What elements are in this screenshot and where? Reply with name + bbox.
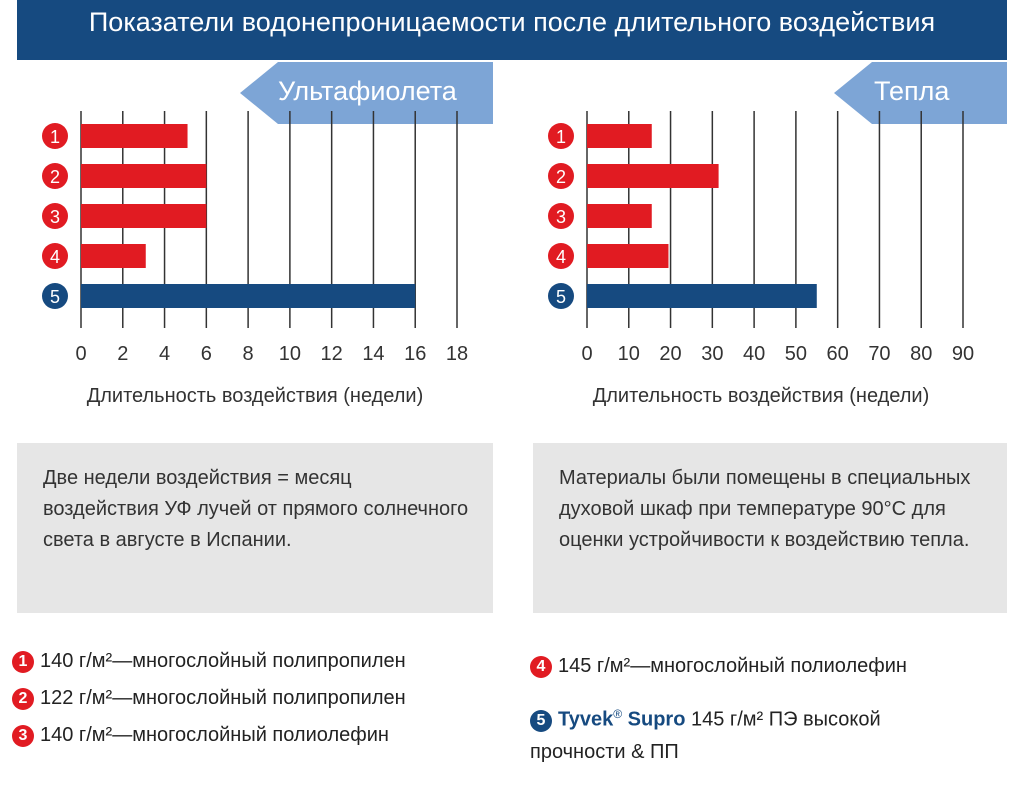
badge-3: 3 — [12, 725, 34, 747]
category-label: 4 — [556, 247, 566, 267]
category-label: 2 — [50, 167, 60, 187]
x-tick-label: 40 — [743, 343, 765, 365]
x-tick-label: 0 — [75, 343, 86, 365]
category-badge — [42, 283, 68, 309]
legend-item-1: 1 140 г/м²—многослойный полипропилен — [12, 649, 406, 673]
uv-note: Две недели воздействия = месяц воздейств… — [17, 443, 493, 613]
category-badge — [548, 163, 574, 189]
bar-2 — [81, 164, 207, 188]
legend-item-3: 3 140 г/м²—многослойный полиолефин — [12, 723, 389, 747]
x-tick-label: 10 — [279, 343, 301, 365]
x-tick-label: 70 — [868, 343, 890, 365]
legend-text: 122 г/м²—многослойный полипропилен — [40, 687, 406, 709]
page-title: Показатели водонепроницаемости после дли… — [17, 0, 1007, 60]
legend-item-5: 5 Tyvek® Supro 145 г/м² ПЭ высокой прочно… — [530, 698, 970, 768]
bar-4 — [81, 244, 146, 268]
heat-note: Материалы были помещены в специальных ду… — [533, 443, 1007, 613]
x-tick-label: 12 — [321, 343, 343, 365]
x-tick-label: 18 — [446, 343, 468, 365]
uv-chart-tab: Ультафиолета — [240, 62, 493, 124]
category-label: 5 — [50, 287, 60, 307]
legend-text: 140 г/м²—многослойный полипропилен — [40, 650, 406, 672]
bar-3 — [81, 204, 207, 228]
category-label: 3 — [50, 207, 60, 227]
badge-1: 1 — [12, 651, 34, 673]
bar-5 — [587, 284, 817, 308]
x-tick-label: 80 — [910, 343, 932, 365]
x-axis-label: Длительность воздействия (недели) — [87, 385, 424, 407]
x-tick-label: 8 — [243, 343, 254, 365]
legend-item-2: 2 122 г/м²—многослойный полипропилен — [12, 686, 406, 710]
legend-item-4: 4 145 г/м²—многослойный полиолефин — [530, 654, 907, 678]
category-badge — [548, 243, 574, 269]
bar-3 — [587, 204, 652, 228]
x-axis-label: Длительность воздействия (недели) — [593, 385, 930, 407]
badge-4: 4 — [530, 656, 552, 678]
category-label: 2 — [556, 167, 566, 187]
category-badge — [42, 203, 68, 229]
x-tick-label: 16 — [404, 343, 426, 365]
legend-text: 145 г/м² ПЭ высокой прочности & ПП — [530, 708, 881, 763]
registered-mark: ® — [613, 707, 623, 721]
legend-text: 145 г/м²—многослойный полиолефин — [558, 655, 907, 677]
x-tick-label: 60 — [827, 343, 849, 365]
category-badge — [42, 243, 68, 269]
bar-5 — [81, 284, 416, 308]
x-tick-label: 30 — [701, 343, 723, 365]
heat-bar-chart: 0 10 20 30 40 50 60 70 80 90 Длительность воздейст… — [548, 111, 974, 407]
bar-4 — [587, 244, 669, 268]
x-tick-label: 4 — [159, 343, 170, 365]
category-label: 1 — [556, 127, 566, 147]
category-badge — [42, 123, 68, 149]
x-tick-label: 2 — [117, 343, 128, 365]
category-badge — [548, 123, 574, 149]
x-tick-label: 0 — [581, 343, 592, 365]
legend-text: 140 г/м²—многослойный полиолефин — [40, 724, 389, 746]
x-tick-label: 6 — [201, 343, 212, 365]
bar-2 — [587, 164, 719, 188]
category-badge — [42, 163, 68, 189]
badge-2: 2 — [12, 688, 34, 710]
x-tick-label: 90 — [952, 343, 974, 365]
badge-5: 5 — [530, 709, 552, 732]
bar-1 — [587, 124, 652, 148]
category-badge — [548, 283, 574, 309]
category-label: 5 — [556, 287, 566, 307]
category-label: 1 — [50, 127, 60, 147]
x-tick-label: 20 — [659, 343, 681, 365]
x-tick-label: 50 — [785, 343, 807, 365]
x-tick-label: 14 — [362, 343, 384, 365]
x-tick-label: 10 — [618, 343, 640, 365]
category-badge — [548, 203, 574, 229]
product-name: Supro — [627, 708, 686, 731]
brand-name: Tyvek — [558, 708, 614, 731]
category-label: 4 — [50, 247, 60, 267]
category-label: 3 — [556, 207, 566, 227]
bar-1 — [81, 124, 188, 148]
